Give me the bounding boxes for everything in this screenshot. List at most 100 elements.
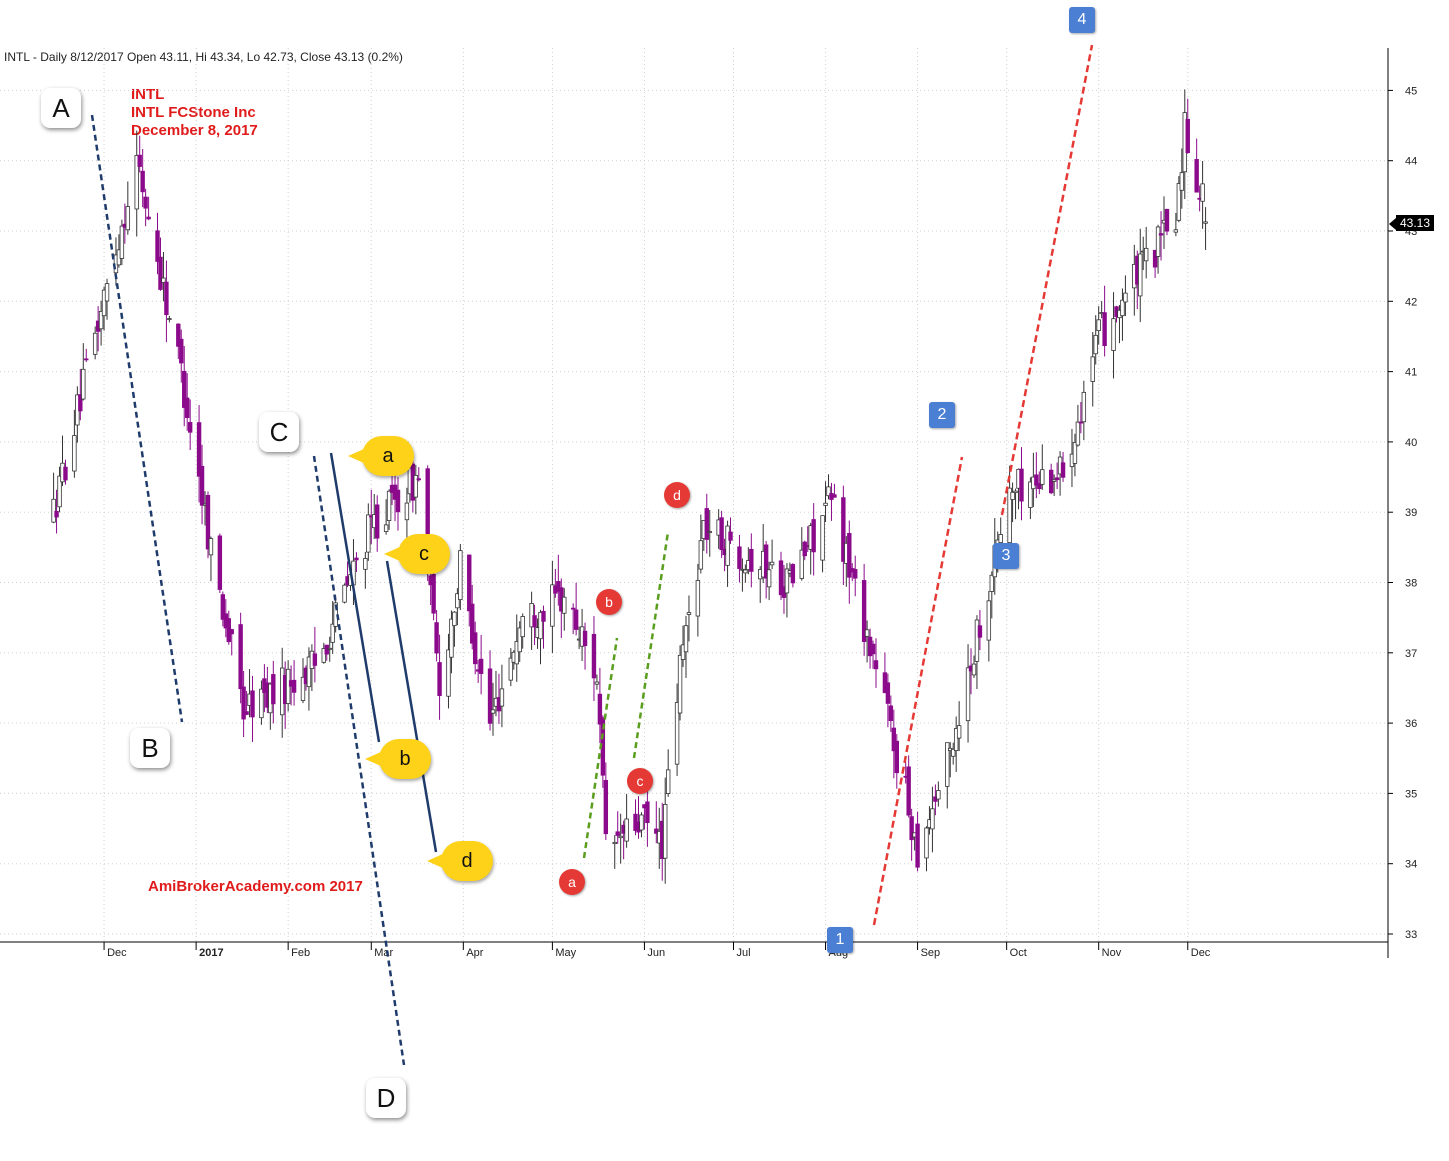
- marker-blue-2: 2: [929, 402, 955, 428]
- candle-body: [1096, 319, 1101, 332]
- candle-body: [1010, 491, 1015, 500]
- candle-body: [811, 519, 816, 553]
- candle-body: [1093, 334, 1098, 355]
- candle-body: [470, 603, 475, 644]
- annotation-ticker: INTL: [131, 86, 165, 103]
- candle-body: [573, 609, 579, 630]
- candle-body: [832, 494, 837, 498]
- candle-body: [176, 323, 181, 347]
- candle-body: [677, 654, 683, 714]
- candle-body: [1138, 253, 1143, 297]
- candle-body: [437, 662, 442, 697]
- candle-body: [998, 534, 1003, 544]
- candle-body: [383, 524, 389, 532]
- candle-body: [612, 841, 617, 845]
- trendline-green-a-b: [582, 637, 619, 859]
- candle-body: [790, 564, 796, 584]
- candle-body: [802, 541, 807, 557]
- candle-body: [550, 584, 555, 627]
- candle-body: [1194, 159, 1199, 193]
- candle-body: [499, 688, 505, 707]
- candle-body: [683, 625, 689, 653]
- candle-body: [217, 535, 223, 590]
- candle-body: [520, 616, 525, 638]
- candle-body: [971, 663, 977, 676]
- candle-body: [743, 569, 748, 574]
- candle-body: [250, 690, 255, 718]
- trendline-c-d: [385, 560, 438, 853]
- candle-body: [1019, 468, 1024, 502]
- wave-label-C: C: [259, 412, 299, 452]
- candle-body: [134, 155, 139, 210]
- candle-body: [906, 766, 911, 816]
- candle-body: [594, 681, 600, 685]
- candle-body: [749, 548, 754, 572]
- marker-red-b: b: [596, 589, 622, 615]
- trendline-A-B: [90, 114, 184, 723]
- candle-body: [945, 742, 950, 787]
- candle-body: [1111, 318, 1116, 351]
- candle-body: [986, 600, 992, 641]
- candle-body: [538, 611, 543, 640]
- candle-body: [119, 225, 125, 259]
- candle-body: [891, 727, 897, 752]
- x-tick-label: Jun: [647, 947, 665, 959]
- callout-c: c: [384, 534, 450, 574]
- candle-body: [487, 668, 493, 724]
- candle-body: [1090, 356, 1095, 382]
- wave-label-B: B: [130, 728, 170, 768]
- callout-b: b: [365, 739, 431, 779]
- candle-body: [888, 705, 894, 721]
- candle-body: [1034, 474, 1039, 486]
- candle-body: [51, 498, 56, 523]
- candle-body: [1075, 421, 1081, 446]
- x-tick-label: Sep: [921, 947, 941, 959]
- candle-body: [478, 658, 484, 674]
- candle-body: [92, 332, 98, 355]
- candle-body: [244, 711, 249, 715]
- candle-body: [1164, 208, 1170, 232]
- x-tick-label: Mar: [374, 947, 393, 959]
- trendline-red-3-4: [1000, 44, 1094, 516]
- candle-body: [624, 818, 629, 842]
- candle-body: [238, 624, 243, 690]
- candle-body: [820, 515, 825, 561]
- candle-body: [853, 569, 858, 579]
- candle-body: [161, 277, 166, 283]
- trendline-C-D: [312, 455, 406, 1066]
- candle-body: [416, 478, 421, 481]
- candle-body: [327, 647, 332, 650]
- candle-body: [508, 657, 514, 681]
- candle-body: [490, 709, 496, 714]
- candle-body: [449, 618, 454, 658]
- candle-body: [342, 584, 347, 603]
- candle-body: [936, 790, 941, 800]
- candle-body: [1007, 487, 1012, 544]
- candle-body: [155, 230, 160, 262]
- y-tick-label: 33: [1405, 929, 1417, 941]
- candle-body: [707, 531, 712, 533]
- annotation-date: December 8, 2017: [131, 122, 258, 139]
- candle-body: [363, 558, 368, 570]
- candle-body: [1102, 312, 1107, 347]
- candle-body: [72, 435, 77, 472]
- x-tick-label: Feb: [291, 947, 310, 959]
- y-tick-label: 45: [1405, 85, 1417, 97]
- candle-body: [665, 769, 671, 794]
- candle-body: [472, 632, 478, 665]
- candle-body: [1054, 477, 1060, 481]
- candle-body: [1143, 247, 1149, 262]
- candle-body: [924, 827, 929, 859]
- candle-body: [639, 814, 644, 831]
- candle-body: [517, 627, 522, 653]
- candle-body: [841, 497, 846, 562]
- candle-body: [915, 823, 920, 868]
- x-tick-label: Nov: [1102, 947, 1122, 959]
- candle-body: [719, 517, 724, 551]
- candle-body: [763, 544, 769, 579]
- candle-body: [196, 422, 202, 477]
- candle-body: [541, 610, 546, 622]
- candle-body: [57, 475, 62, 508]
- candle-body: [330, 623, 335, 643]
- candle-body: [164, 281, 169, 316]
